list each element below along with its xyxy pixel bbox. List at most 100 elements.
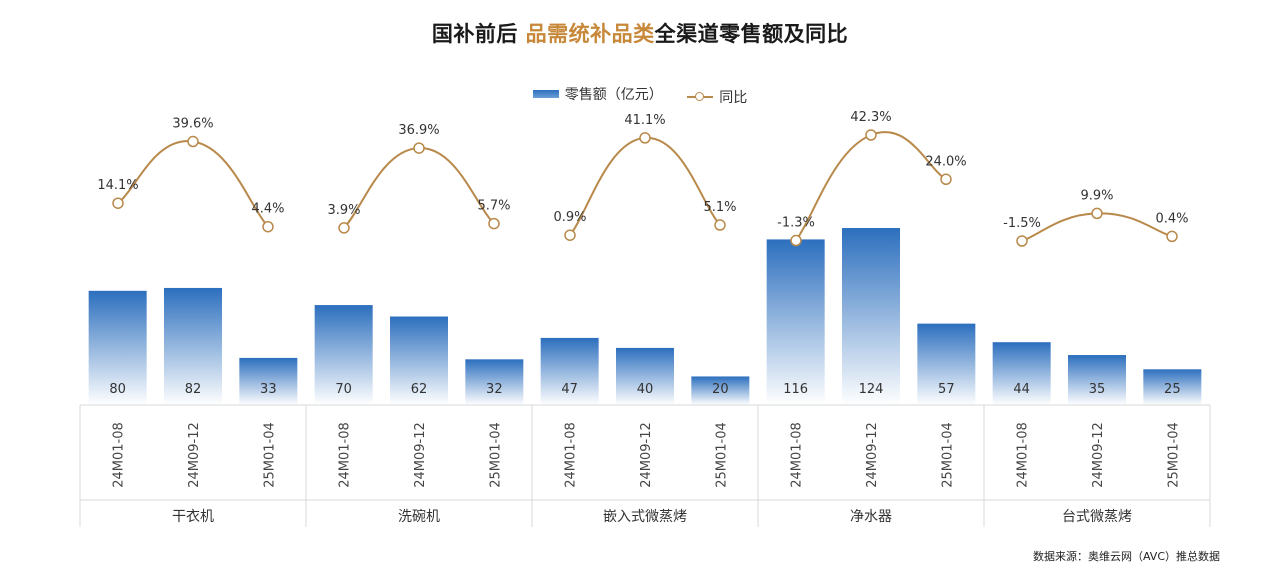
bar-净水器-24M09-12 [842,228,900,405]
bar-value-label: 25 [1164,382,1181,397]
period-tick-label: 25M01-04 [1166,422,1181,488]
period-tick-label: 24M01-08 [1016,422,1031,488]
bar-台式微蒸烤-25M01-04 [1143,369,1202,405]
bar-台式微蒸烤-24M09-12 [1068,355,1126,405]
bar-干衣机-24M01-08 [88,290,147,405]
legend-line-label: 同比 [719,90,748,106]
period-tick-label: 24M09-12 [1091,422,1106,488]
period-tick-label: 24M09-12 [413,422,428,488]
bar-嵌入式微蒸烤-24M01-08 [540,337,599,405]
bar-净水器-24M01-08 [766,239,825,405]
period-tick-label: 25M01-04 [488,422,503,488]
bar-value-label: 44 [1013,382,1030,397]
yoy-value-label: 36.9% [398,123,439,138]
period-tick-label: 24M09-12 [639,422,654,488]
legend-bar-swatch [532,90,559,98]
bar-干衣机-24M09-12 [164,287,222,405]
legend-line-swatch [687,92,714,101]
bar-value-label: 32 [486,382,503,397]
yoy-value-label: 0.9% [553,210,586,225]
period-tick-label: 25M01-04 [262,422,277,488]
title-prefix: 国补前后 [431,22,526,46]
legend-bar-label: 零售额（亿元） [564,87,663,103]
yoy-line-干衣机 [117,140,269,228]
bar-value-label: 33 [260,382,277,397]
period-tick-label: 25M01-04 [940,422,955,488]
yoy-line-洗碗机 [343,147,495,229]
yoy-point [564,229,576,241]
yoy-point [1166,230,1178,243]
yoy-point [714,219,726,231]
yoy-value-label: 9.9% [1080,188,1113,203]
title-highlight: 品需统补品类 [525,22,655,46]
yoy-value-label: 14.1% [97,178,138,193]
data-source-note: 数据来源：奥维云网（AVC）推总数据 [1032,550,1220,563]
yoy-point [262,220,274,233]
yoy-point [940,173,952,186]
bar-value-label: 40 [637,382,654,397]
chart-title: 国补前后 品需统补品类全渠道零售额及同比 [0,18,1280,48]
bar-嵌入式微蒸烤-24M09-12 [616,347,674,405]
yoy-point [790,234,802,247]
group-label: 嵌入式微蒸烤 [603,509,687,525]
yoy-value-label: 42.3% [850,110,891,125]
yoy-point [1091,207,1103,220]
bar-value-label: 116 [783,382,808,397]
yoy-point [488,217,500,230]
bar-value-label: 20 [712,382,729,397]
bar-value-label: 57 [938,382,955,397]
period-tick-label: 24M09-12 [187,422,202,488]
legend: 零售额（亿元） 同比 [0,84,1280,107]
group-label: 洗碗机 [398,509,440,525]
yoy-value-label: -1.3% [777,216,815,231]
yoy-point [112,197,124,209]
yoy-line-嵌入式微蒸烤 [569,136,721,236]
period-tick-label: 24M09-12 [865,422,880,488]
yoy-value-label: 5.1% [703,200,736,215]
bar-净水器-25M01-04 [917,323,976,405]
category-axis: 24M01-08 24M09-12 25M01-04 24M01-08 24M09-12… [79,404,1211,527]
yoy-line-series: 14.1% 39.6% 4.4% 3.9% 36.9% 5.7% 0.9% 41.1% 5.1%… [97,110,1189,247]
period-tick-label: 24M01-08 [112,422,127,488]
yoy-value-label: 5.7% [477,199,510,214]
bar-干衣机-25M01-04 [239,357,298,405]
yoy-point [639,132,651,144]
yoy-value-label: 24.0% [925,154,966,169]
period-tick-label: 25M01-04 [714,422,729,488]
yoy-point [865,129,877,141]
yoy-point [413,142,425,154]
bar-value-label: 80 [109,382,126,397]
legend-item-bar: 零售额（亿元） [532,84,663,104]
period-tick-label: 24M01-08 [338,422,353,488]
bar-value-label: 47 [561,382,578,397]
legend-item-line: 同比 [687,87,747,107]
bar-value-label: 82 [185,382,202,397]
group-label: 净水器 [850,509,892,525]
group-label: 台式微蒸烤 [1062,509,1132,525]
bar-value-label: 62 [411,382,428,397]
yoy-value-label: 41.1% [624,113,665,128]
group-label: 干衣机 [172,509,214,525]
yoy-value-label: 39.6% [172,117,213,132]
bar-value-label: 124 [859,382,884,397]
yoy-value-label: 3.9% [327,203,360,218]
bar-洗碗机-25M01-04 [465,359,524,405]
yoy-point [1016,235,1028,247]
bar-台式微蒸烤-24M01-08 [992,342,1051,405]
yoy-point [187,135,199,148]
yoy-value-label: 4.4% [251,202,284,217]
period-tick-label: 24M01-08 [564,422,579,488]
yoy-value-label: -1.5% [1003,216,1041,231]
title-suffix: 全渠道零售额及同比 [654,22,849,46]
bar-洗碗机-24M09-12 [390,316,448,405]
bar-series: 80 82 33 70 62 32 47 40 20 116 124 57 44 35 25 [88,228,1202,405]
yoy-value-label: 0.4% [1155,211,1188,226]
bar-嵌入式微蒸烤-25M01-04 [691,376,750,405]
period-tick-label: 24M01-08 [790,422,805,488]
bar-value-label: 35 [1089,382,1106,397]
yoy-point [338,222,350,234]
bar-洗碗机-24M01-08 [314,305,373,405]
bar-value-label: 70 [335,382,352,397]
yoy-line-净水器 [795,131,947,242]
